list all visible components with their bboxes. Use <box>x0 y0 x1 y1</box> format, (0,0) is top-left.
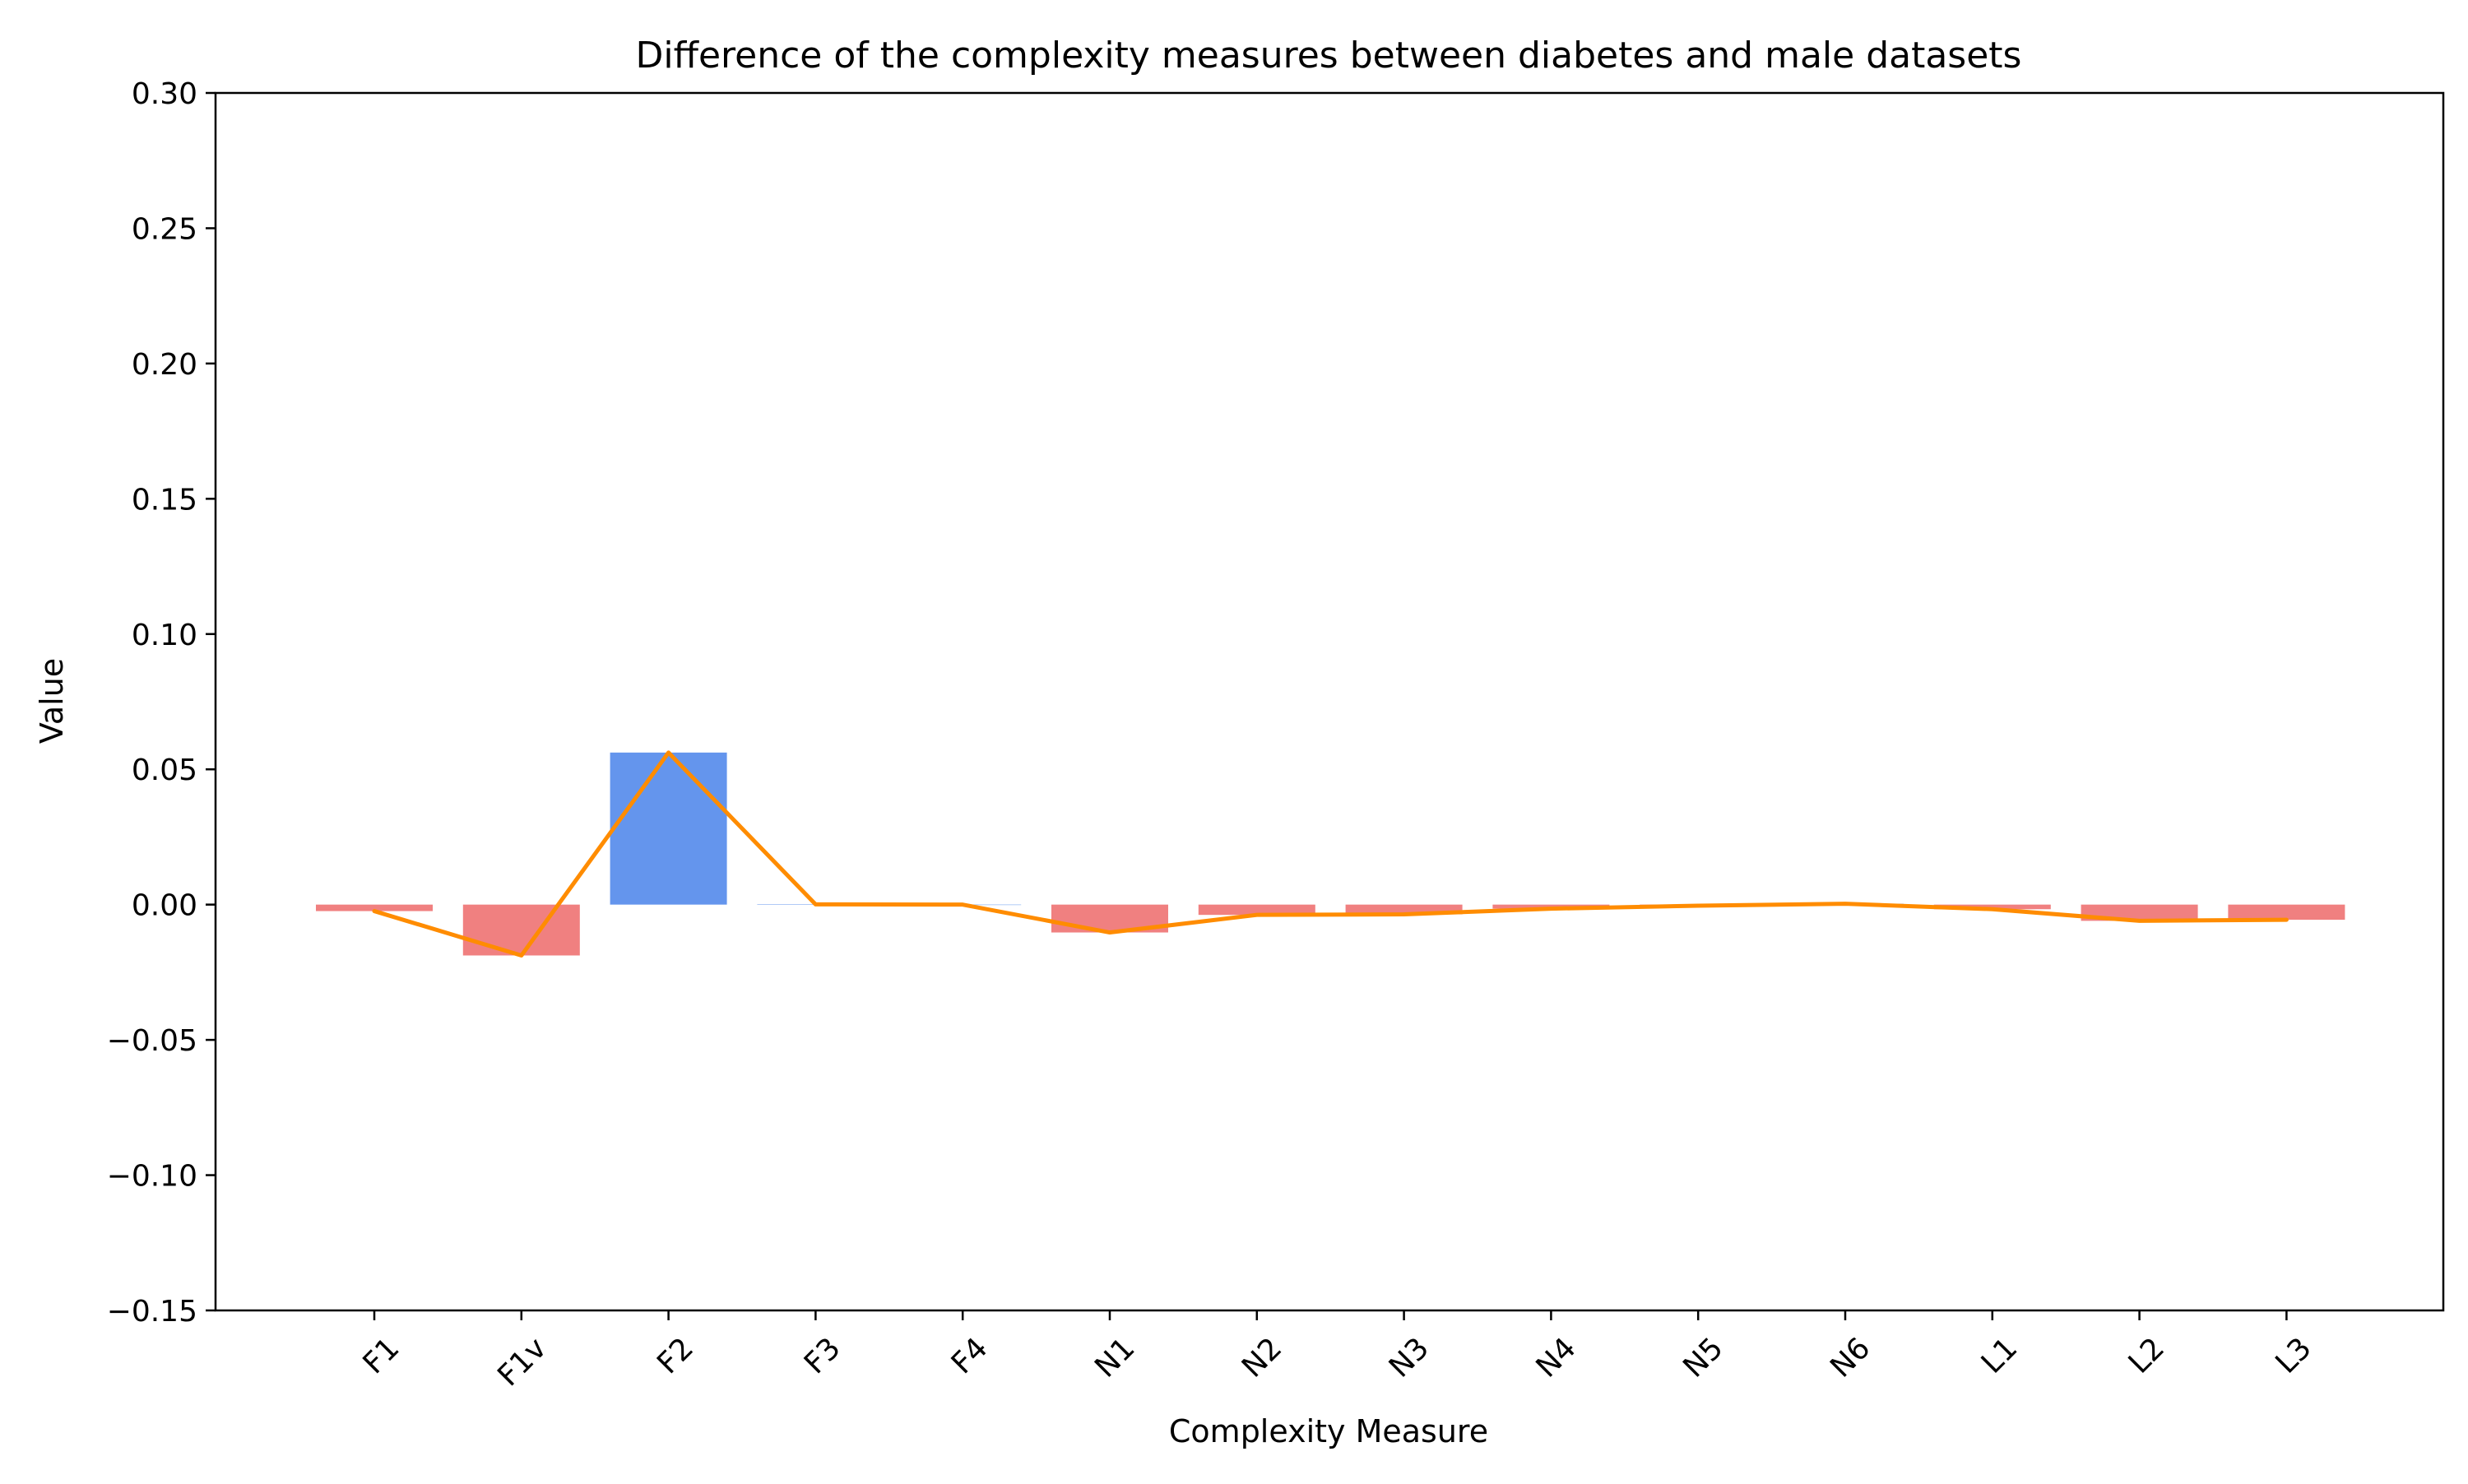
y-tick-label: 0.25 <box>132 212 197 246</box>
chart-title: Difference of the complexity measures be… <box>636 35 2022 77</box>
bar-f1v <box>462 904 580 956</box>
difference-line <box>372 750 2289 958</box>
bar-n3 <box>1345 904 1463 915</box>
y-tick-label: −0.05 <box>107 1024 197 1058</box>
y-tick-label: −0.10 <box>107 1160 197 1194</box>
plot-frame <box>214 91 2445 1312</box>
y-tick-label: 0.15 <box>132 483 197 517</box>
bar-l1 <box>1933 904 2051 910</box>
y-tick-label: 0.20 <box>132 348 197 382</box>
y-tick-label: 0.10 <box>132 619 197 652</box>
y-tick-label: 0.05 <box>132 754 197 787</box>
bar-n2 <box>1198 904 1315 916</box>
y-axis-label: Value <box>34 658 70 744</box>
y-tick-label: 0.00 <box>132 889 197 923</box>
x-axis-label: Complexity Measure <box>1169 1413 1488 1449</box>
bar-l3 <box>2228 904 2345 921</box>
y-tick-label: −0.15 <box>107 1295 197 1329</box>
y-tick-label: 0.30 <box>132 77 197 111</box>
bar-f1 <box>316 904 433 911</box>
bar-f2 <box>610 752 727 905</box>
